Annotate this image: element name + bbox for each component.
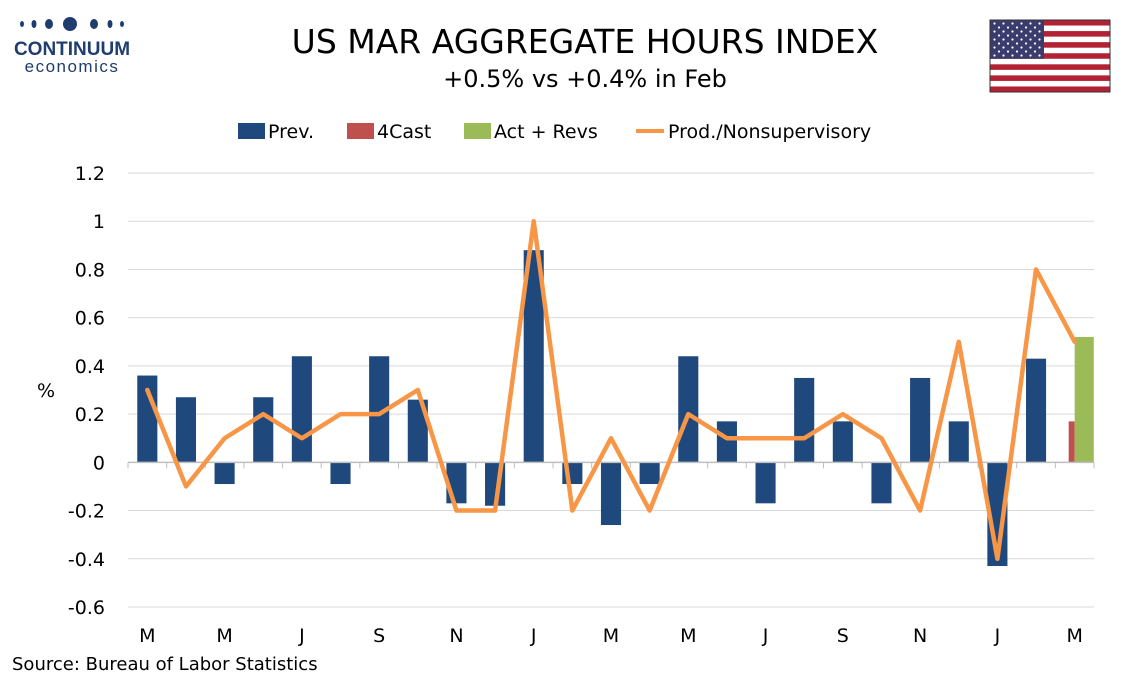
bar-prev — [407, 399, 428, 463]
legend-label-forecast: 4Cast — [377, 121, 431, 143]
brand-subname: economics — [25, 57, 120, 76]
bar-forecast — [1068, 421, 1075, 463]
brand-name: CONTINUUM — [14, 39, 130, 60]
legend-swatch-prev — [238, 123, 265, 139]
y-tick-label: -0.2 — [68, 501, 105, 523]
x-tick-label: J — [762, 625, 769, 647]
legend-item-prev: Prev. — [238, 121, 314, 143]
y-tick-label: 0.4 — [75, 356, 105, 378]
x-tick-label: M — [680, 625, 696, 647]
x-tick-label: S — [837, 625, 849, 647]
x-tick-label: M — [1066, 625, 1082, 647]
bar-actual — [1074, 336, 1094, 463]
bar-prev — [175, 397, 197, 463]
bar-prev — [794, 377, 815, 463]
bar-prev — [639, 462, 660, 485]
bar-prev — [369, 356, 390, 463]
bar-prev — [291, 356, 312, 463]
x-tick-label: S — [373, 625, 385, 647]
y-tick-label: 0 — [93, 452, 105, 474]
legend-label-actual: Act + Revs — [494, 121, 598, 143]
x-tick-label: M — [603, 625, 619, 647]
logo-dots-icon — [20, 17, 124, 31]
brand-logo: CONTINUUM economics — [14, 17, 130, 76]
bar-prev — [253, 397, 274, 463]
x-tick-label: J — [530, 625, 537, 647]
y-tick-label: 0.6 — [75, 308, 105, 330]
legend: Prev. 4Cast Act + Revs Prod./Nonsupervis… — [238, 121, 871, 143]
y-tick-labels: 1.2 1 0.8 0.6 0.4 0.2 0 -0.2 -0.4 -0.6 — [68, 163, 105, 619]
bar-prev — [330, 462, 351, 485]
y-tick-label: 0.2 — [75, 404, 105, 426]
line-series — [145, 218, 1077, 562]
bar-prev — [948, 421, 969, 463]
x-tick-label: J — [298, 625, 305, 647]
x-tick-label: N — [449, 625, 463, 647]
legend-item-forecast: 4Cast — [347, 121, 431, 143]
chart-title: US MAR AGGREGATE HOURS INDEX — [292, 22, 879, 61]
x-tick-label: M — [216, 625, 232, 647]
line-prod-nonsupervisory — [145, 218, 1077, 562]
bar-prev — [871, 462, 892, 504]
us-flag-icon — [989, 19, 1111, 93]
y-axis-label: % — [37, 380, 55, 402]
legend-item-actual: Act + Revs — [464, 121, 598, 143]
bar-prev — [523, 250, 544, 463]
bar-prev — [832, 421, 853, 463]
x-tick-label: J — [994, 625, 1001, 647]
bar-prev — [1025, 358, 1047, 463]
bar-prev — [716, 421, 737, 463]
bar-prev — [600, 462, 622, 526]
bar-prev — [678, 356, 699, 463]
x-tick-label: N — [913, 625, 927, 647]
legend-label-line: Prod./Nonsupervisory — [668, 121, 871, 143]
bar-prev — [214, 462, 235, 485]
source-note: Source: Bureau of Labor Statistics — [12, 654, 318, 675]
y-tick-label: 1 — [93, 211, 105, 233]
bar-prev — [910, 377, 931, 463]
y-tick-label: -0.6 — [68, 597, 105, 619]
bar-prev — [755, 462, 776, 504]
legend-label-prev: Prev. — [268, 121, 314, 143]
chart-subtitle: +0.5% vs +0.4% in Feb — [443, 65, 727, 93]
y-tick-label: -0.4 — [68, 549, 105, 571]
y-tick-label: 1.2 — [75, 163, 105, 185]
legend-swatch-actual — [464, 123, 491, 139]
bars — [137, 250, 1094, 567]
y-tick-label: 0.8 — [75, 259, 105, 281]
legend-swatch-forecast — [347, 123, 374, 139]
x-tick-label: M — [139, 625, 155, 647]
legend-item-line: Prod./Nonsupervisory — [636, 121, 871, 143]
